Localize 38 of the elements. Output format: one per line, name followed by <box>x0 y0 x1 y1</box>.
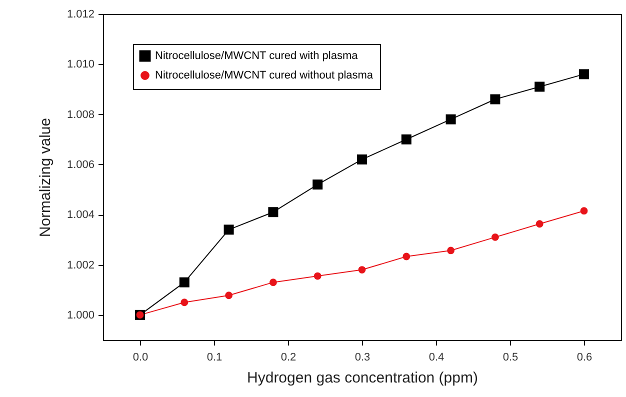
point <box>225 292 233 300</box>
point <box>579 69 589 80</box>
y-tick-label: 1.010 <box>66 58 94 71</box>
y-tick-label: 1.008 <box>66 108 94 121</box>
point <box>447 246 455 254</box>
legend-label: Nitrocellulose/MWCNT cured without plasma <box>155 70 374 82</box>
point <box>180 298 188 306</box>
x-tick-label: 0.0 <box>132 352 148 364</box>
y-tick-label: 1.004 <box>66 209 94 222</box>
point <box>536 220 544 228</box>
legend-label: Nitrocellulose/MWCNT cured with plasma <box>155 50 359 62</box>
point <box>314 272 322 280</box>
x-tick-label: 0.4 <box>428 352 444 364</box>
point <box>269 278 277 286</box>
y-tick-label: 1.006 <box>66 158 94 171</box>
x-tick-label: 0.1 <box>206 352 222 364</box>
point <box>491 233 499 241</box>
point <box>358 266 366 274</box>
point <box>580 207 588 215</box>
y-tick-label: 1.000 <box>66 309 94 322</box>
y-tick-label: 1.012 <box>66 8 94 20</box>
point <box>534 82 545 92</box>
y-tick-label: 1.002 <box>66 259 94 272</box>
point <box>224 224 234 235</box>
point <box>357 154 367 164</box>
point <box>490 94 500 104</box>
point <box>312 180 323 190</box>
point <box>402 252 410 260</box>
point <box>401 134 412 144</box>
x-tick-label: 0.3 <box>354 352 370 364</box>
x-tick-label: 0.6 <box>576 352 592 364</box>
x-axis-title: Hydrogen gas concentration (ppm) <box>247 370 478 386</box>
x-tick-label: 0.5 <box>502 352 518 364</box>
point <box>446 114 456 124</box>
point <box>179 277 190 288</box>
x-tick-label: 0.2 <box>280 352 296 364</box>
y-axis-title: Normalizing value <box>36 118 54 238</box>
point <box>268 207 278 218</box>
